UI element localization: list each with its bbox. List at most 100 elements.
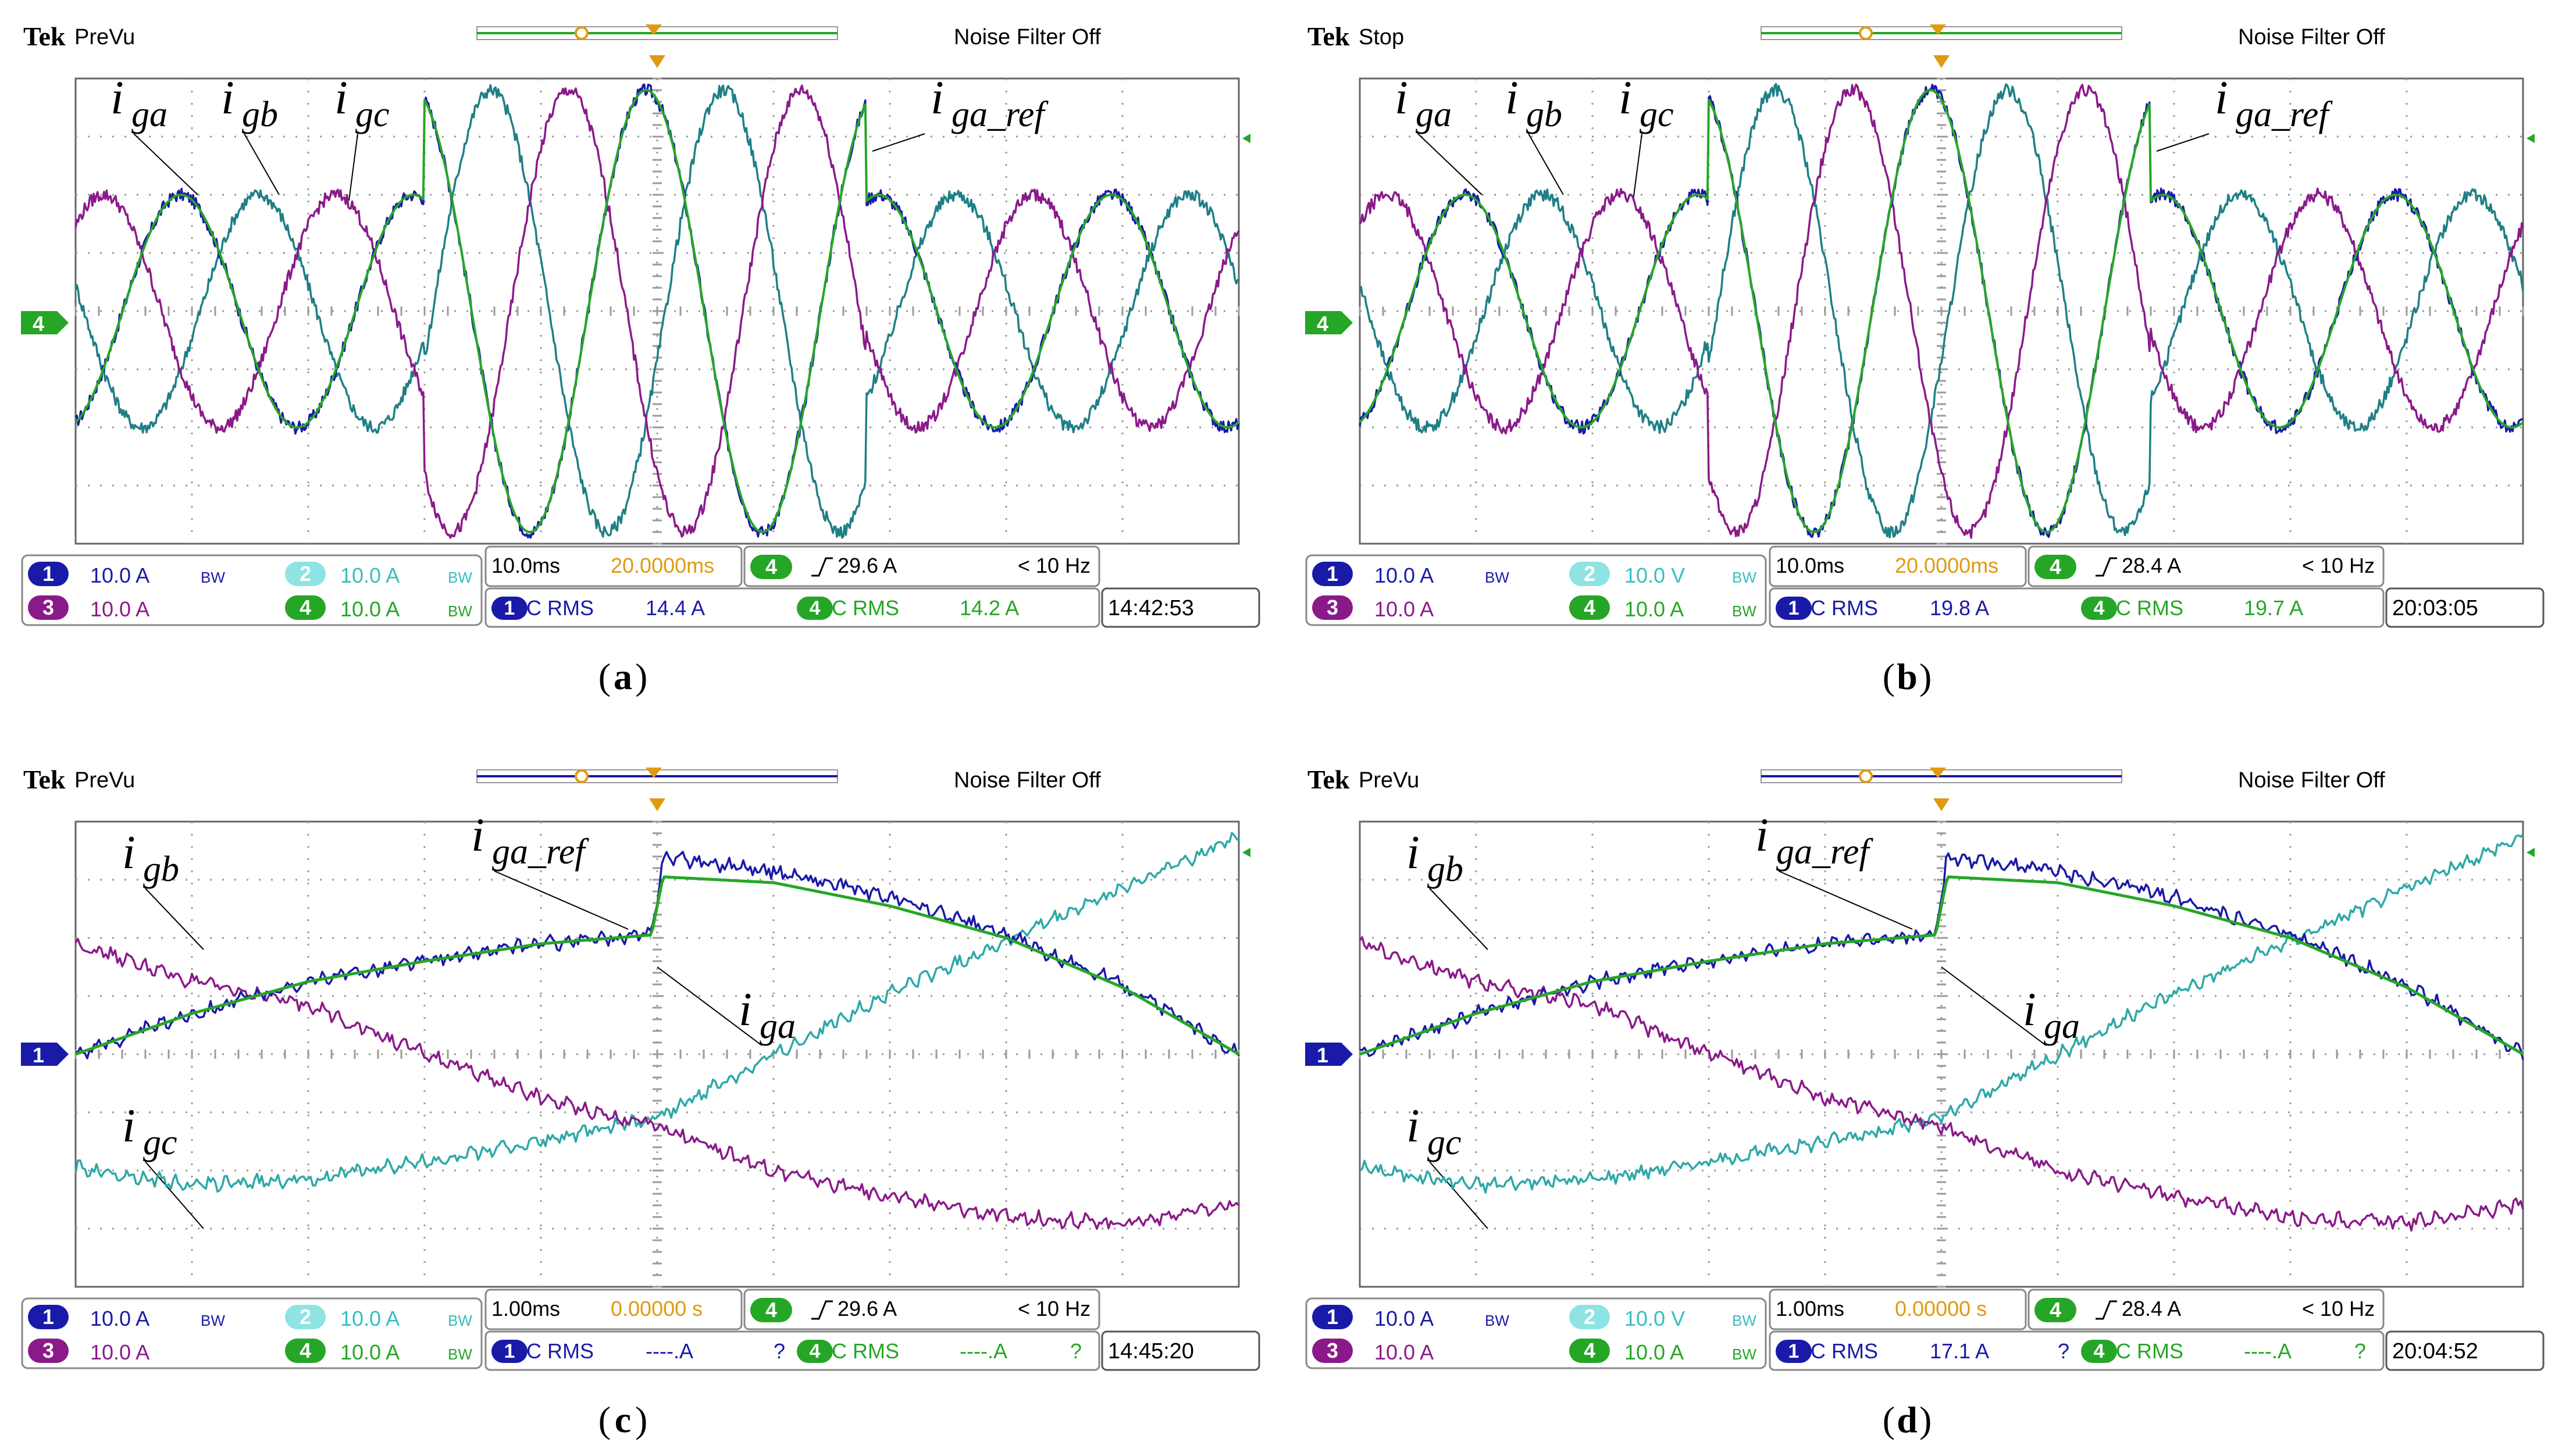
panel-caption: (d) xyxy=(1883,1399,1932,1440)
ch3-badge-label: 3 xyxy=(1327,1339,1338,1362)
ch4-scale: 10.0 A xyxy=(1624,1340,1684,1364)
ch3-badge-label: 3 xyxy=(42,1339,54,1362)
ch1-badge-label-badge xyxy=(1312,1305,1353,1329)
measurement-frame xyxy=(1769,1330,2385,1371)
annotation-leader xyxy=(1528,133,1564,195)
annotation-subscript: ga xyxy=(1416,95,1452,134)
waveforms xyxy=(74,832,1240,1230)
annotation-subscript: gb xyxy=(1427,850,1463,889)
trace-i-ga_ref xyxy=(75,875,1240,1056)
trigger-position-icon xyxy=(646,768,662,778)
annotation-i-gc: i gc xyxy=(1619,71,1674,201)
ch2-bw-flag: BW xyxy=(448,569,472,586)
ground-marker-icon xyxy=(21,311,69,334)
noise-filter-label: Noise Filter Off xyxy=(954,768,1101,793)
ch3-badge-label-badge xyxy=(28,1339,69,1363)
rising-edge-icon xyxy=(2096,1300,2117,1320)
annotation-leader xyxy=(1417,133,1483,195)
ch4-badge-label: 4 xyxy=(300,1339,311,1362)
annotation-symbol: i xyxy=(1619,71,1632,124)
measurement-frame xyxy=(484,587,1100,628)
measurement1-type: C RMS xyxy=(1811,1339,1878,1363)
ch1-bw-flag: BW xyxy=(1485,1312,1509,1329)
trigger-frame xyxy=(743,1289,1100,1330)
trigger-time-icon xyxy=(649,798,665,811)
annotation-subscript: ga_ref xyxy=(2236,95,2333,134)
trigger-source: 4 xyxy=(2050,1298,2061,1322)
caption-open-paren: ( xyxy=(1883,656,1895,697)
ch2-bw-flag: BW xyxy=(1732,569,1756,586)
ch2-scale: 10.0 V xyxy=(1624,1307,1685,1330)
trigger-level-icon xyxy=(2527,134,2535,143)
annotation-i-ga-ref: i ga_ref xyxy=(2156,71,2333,152)
trigger-source-badge xyxy=(750,1298,792,1322)
trigger-level-icon xyxy=(2527,848,2535,857)
measurement2-flag: ? xyxy=(2354,1339,2366,1363)
channel-readout-frame xyxy=(1305,554,1767,626)
annotation-symbol: i xyxy=(931,71,944,124)
measurement1-source-badge xyxy=(491,1340,528,1363)
annotation-symbol: i xyxy=(122,1099,136,1152)
ch2-bw-flag: BW xyxy=(448,1312,472,1329)
trigger-level: 29.6 A xyxy=(838,554,897,577)
ch4-badge-label: 4 xyxy=(1584,1339,1595,1362)
caption-letter: d xyxy=(1897,1399,1918,1440)
noise-filter-label: Noise Filter Off xyxy=(2238,25,2385,49)
trigger-time-icon xyxy=(649,55,665,68)
annotation-symbol: i xyxy=(471,808,484,861)
ground-marker-label: 1 xyxy=(33,1043,44,1067)
readout-bar: 1 10.0 A BW 2 10.0 A BW 3 10.0 A 4 10.0 A BW 10.0ms… xyxy=(21,545,1260,628)
trace-i-gb xyxy=(1359,936,2524,1232)
measurement2-type: C RMS xyxy=(2116,596,2183,620)
panel-caption: (b) xyxy=(1883,656,1932,697)
ch4-badge-label: 4 xyxy=(1584,596,1595,619)
rising-edge-icon xyxy=(811,557,833,577)
annotation-leader xyxy=(1633,133,1642,201)
ch2-scale: 10.0 A xyxy=(340,563,400,587)
trigger-source-badge xyxy=(750,555,792,579)
trigger-level-icon xyxy=(1242,848,1250,857)
ch3-scale: 10.0 A xyxy=(1374,1340,1434,1364)
waveforms xyxy=(1359,83,2524,539)
measurement2-source: 4 xyxy=(2094,597,2105,619)
annotation-i-ga: i ga xyxy=(657,966,796,1046)
annotation-symbol: i xyxy=(111,71,124,124)
ch2-badge-label: 2 xyxy=(1584,562,1595,586)
horizontal-position: 0.00000 s xyxy=(611,1297,703,1321)
ch1-scale: 10.0 A xyxy=(90,1307,149,1330)
ch4-badge-label-badge xyxy=(1569,1339,1610,1363)
annotation-subscript: gc xyxy=(143,1123,177,1162)
measurement2-source-badge xyxy=(797,1340,833,1363)
brand-label: Tek xyxy=(1307,22,1350,51)
trigger-source: 4 xyxy=(765,1298,777,1322)
clock-frame xyxy=(1101,1330,1260,1371)
annotation-leader xyxy=(145,888,204,950)
annotation-subscript: ga xyxy=(131,95,168,134)
caption-close-paren: ) xyxy=(635,656,647,697)
measurement1-source-badge xyxy=(491,597,528,620)
panel-caption: (a) xyxy=(598,656,648,697)
measurement2-value: ----.A xyxy=(2244,1339,2292,1363)
ch1-scale: 10.0 A xyxy=(90,563,149,587)
ch1-badge-label: 1 xyxy=(1327,562,1338,586)
annotation-i-gb: i gb xyxy=(1406,826,1488,950)
expansion-point-icon xyxy=(575,26,589,40)
ch3-badge-label-badge xyxy=(28,595,69,620)
timebase-value: 1.00ms xyxy=(491,1297,560,1321)
ch4-badge-label: 4 xyxy=(300,596,311,619)
annotation-leader xyxy=(244,133,280,195)
graticule: i ga i gb i gc i ga_ref xyxy=(1359,55,2535,545)
ground-marker-label: 4 xyxy=(1317,312,1328,336)
trigger-frame xyxy=(743,545,1100,587)
trigger-position-icon xyxy=(1930,24,1946,35)
annotation-subscript: ga xyxy=(760,1007,796,1046)
brand-label: Tek xyxy=(23,765,66,794)
acquisition-status: Stop xyxy=(1359,25,1404,49)
annotation-symbol: i xyxy=(1395,71,1408,124)
measurement1-source-badge xyxy=(1776,1340,1812,1363)
annotation-i-gb: i gb xyxy=(1505,71,1564,195)
caption-close-paren: ) xyxy=(635,1399,647,1440)
annotation-leader xyxy=(1429,1161,1488,1229)
